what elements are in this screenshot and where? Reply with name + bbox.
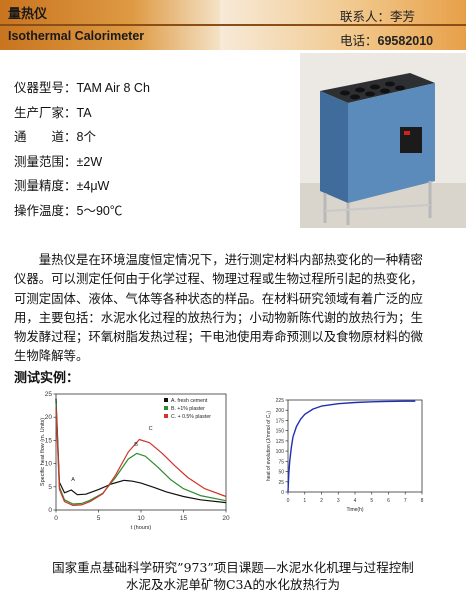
spec-label: 仪器型号： <box>14 80 77 95</box>
spec-label: 测量范围： <box>14 153 77 169</box>
heat-evolution-chart: 0 1 2 3 4 5 6 7 8 0 25 50 75 100 125 150 175 200 225 Time(h… <box>266 398 424 513</box>
y-tick-label: 125 <box>276 439 285 445</box>
spec-value: TA <box>76 105 92 120</box>
y-tick-label: 150 <box>276 429 285 435</box>
description-line: 用，主要包括：水泥水化过程的放热行为；小动物新陈代谢的放热行为；生 <box>14 309 423 325</box>
x-tick-label: 4 <box>354 498 357 504</box>
plot-frame <box>287 399 423 493</box>
spec-row: 通 道：8个 <box>14 125 150 150</box>
y-tick-label: 25 <box>45 391 53 398</box>
legend-entry: C. + 0.5% plaster <box>171 414 211 420</box>
y-tick-label: 0 <box>281 490 284 496</box>
series-line <box>55 403 227 505</box>
spec-label: 通 道： <box>14 129 77 144</box>
spec-value: 8个 <box>76 130 96 144</box>
y-tick-label: 15 <box>45 437 53 444</box>
title-english: Isothermal Calorimeter <box>8 29 145 43</box>
phone-label: 电话： <box>340 33 378 48</box>
x-tick-label: 1 <box>303 498 306 504</box>
spec-row: 仪器型号：TAM Air 8 Ch <box>14 76 150 101</box>
legend-swatch <box>164 398 168 402</box>
caption-line-1: 国家重点基础科学研究”973”项目课题—水泥水化机理与过程控制 <box>52 560 414 575</box>
y-axis-label: heat of evolution (J/mmol of C₃) <box>266 411 272 481</box>
description-paragraph: 量热仪是在环境温度恒定情况下，进行测定材料内部热变化的一种精密 仪器。可以测定任… <box>14 250 454 366</box>
spec-list: 仪器型号：TAM Air 8 Ch 生产厂家：TA 通 道：8个 测量范围：±2… <box>14 76 150 223</box>
y-tick-label: 10 <box>45 461 53 468</box>
series-line <box>55 407 227 507</box>
x-tick-label: 20 <box>222 515 230 522</box>
y-tick-label: 200 <box>276 408 285 414</box>
y-tick-label: 20 <box>45 414 53 421</box>
x-tick-label: 8 <box>421 498 424 504</box>
x-tick-label: 0 <box>54 515 58 522</box>
x-tick-label: 5 <box>370 498 373 504</box>
calorimeter-illustration <box>300 53 466 228</box>
x-tick-label: 3 <box>337 498 340 504</box>
peak-annotation: A <box>71 477 75 483</box>
x-tick-label: 2 <box>320 498 323 504</box>
y-tick-label: 0 <box>48 507 52 514</box>
y-axis-label: Specific heat flow (m. Units) <box>40 418 46 486</box>
spec-row: 测量范围：±2W <box>14 150 150 175</box>
spec-value: ±4μW <box>76 179 110 193</box>
y-tick-label: 75 <box>278 459 284 465</box>
x-axis-label: t (hours) <box>131 525 152 531</box>
description-line: 量热仪是在环境温度恒定情况下，进行测定材料内部热变化的一种精密 <box>38 252 423 267</box>
legend-entry: A. fresh cement <box>171 398 208 404</box>
y-tick-label: 50 <box>278 470 284 476</box>
caption-line-2: 水泥及水泥单矿物C3A的水化放热行为 <box>125 577 341 592</box>
instrument-photo <box>300 53 466 228</box>
peak-annotation: B <box>134 442 138 448</box>
x-tick-label: 5 <box>97 515 101 522</box>
y-tick-label: 25 <box>278 480 284 486</box>
legend-swatch <box>164 406 168 410</box>
peak-annotation: C <box>149 426 153 432</box>
contact-person: 联系人：李芳 <box>340 9 416 24</box>
description-line: 仪器。可以测定任何由于化学过程、物理过程或生物过程所引起的热变化， <box>14 271 423 287</box>
x-tick-label: 7 <box>404 498 407 504</box>
spec-label: 操作温度： <box>14 202 77 218</box>
description-line: 生物降解等。 <box>14 348 89 364</box>
heat-flow-chart: 0 5 10 15 20 0 5 10 15 20 25 t (hours) Specific heat… <box>40 391 230 531</box>
x-tick-label: 0 <box>287 498 290 504</box>
spec-value: TAM Air 8 Ch <box>76 81 150 95</box>
y-tick-label: 225 <box>276 398 285 404</box>
description-line: 物发酵过程；环氧树脂发热过程；干电池使用寿命预测以及食物原材料的微 <box>14 329 423 345</box>
header-divider <box>0 24 466 26</box>
spec-row: 测量精度：±4μW <box>14 174 150 199</box>
spec-row: 操作温度：5～90℃ <box>14 199 150 224</box>
spec-value: 5～90℃ <box>76 203 123 218</box>
phone-number: 69582010 <box>377 34 434 48</box>
header-bar <box>0 0 466 50</box>
spec-label: 测量精度： <box>14 178 77 193</box>
x-tick-label: 10 <box>137 515 145 522</box>
spec-label: 生产厂家： <box>14 104 77 120</box>
phone: 电话：69582010 <box>340 30 433 49</box>
description-line: 可测定固体、液体、气体等各种状态的样品。在材料研究领域有着广泛的应 <box>14 290 423 306</box>
x-tick-label: 15 <box>180 515 188 522</box>
y-tick-label: 100 <box>276 449 285 455</box>
legend-entry: B. +1% plaster <box>171 406 205 412</box>
spec-row: 生产厂家：TA <box>14 101 150 126</box>
x-axis-label: Time(h) <box>346 507 363 513</box>
x-tick-label: 6 <box>387 498 390 504</box>
series-line <box>55 398 227 504</box>
series-line <box>287 400 416 493</box>
legend-swatch <box>164 414 168 418</box>
example-heading: 测试实例： <box>14 371 80 386</box>
y-tick-label: 175 <box>276 418 285 424</box>
title-chinese: 量热仪 <box>8 7 48 22</box>
y-tick-label: 5 <box>48 484 52 491</box>
spec-value: ±2W <box>76 154 103 169</box>
